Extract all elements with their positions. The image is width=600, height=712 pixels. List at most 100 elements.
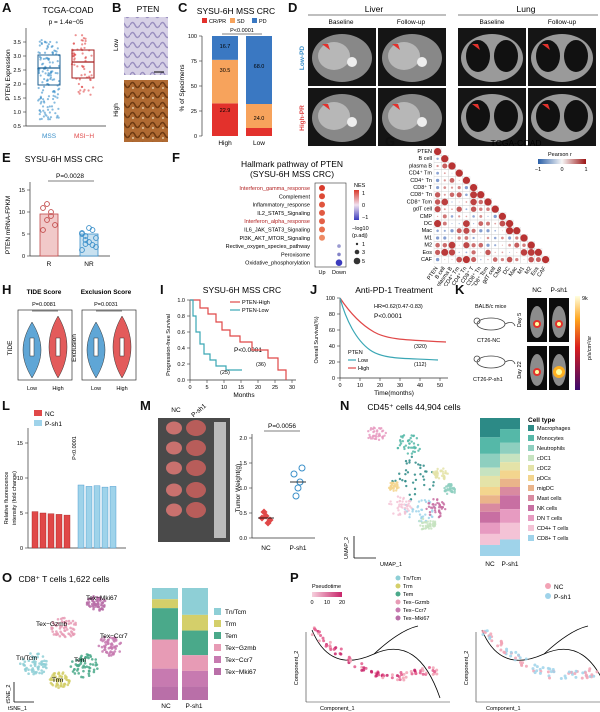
o-tsne-cell — [99, 603, 103, 607]
c-leg-sd: SD — [237, 19, 245, 25]
a-dot-mss — [42, 109, 45, 112]
c-leg-crpr: CR/PR — [209, 19, 226, 25]
n-umap-cell — [401, 500, 404, 503]
n-legend-label: CD8+ T cells — [537, 536, 569, 542]
g-row-label: CD4⁺ Tn — [410, 177, 432, 184]
g-corr-dot — [470, 206, 477, 212]
a-dot-mss — [41, 70, 44, 73]
n-umap-cell — [427, 516, 431, 520]
n-stack-segment — [480, 522, 500, 534]
p-trajectory-branch — [543, 625, 589, 655]
a-dot-msi — [92, 86, 95, 89]
g-corr-dot — [479, 214, 483, 218]
g-corr-dot — [472, 215, 475, 218]
p-cell — [581, 671, 585, 675]
panel-label-K: K — [455, 282, 465, 297]
g-corr-dot — [465, 251, 468, 254]
n-stack-segment — [500, 509, 520, 523]
n-umap-cell — [398, 444, 402, 447]
n-umap-cell — [424, 470, 427, 473]
o-tsne-cell — [69, 621, 73, 625]
o-tsne-cell — [100, 607, 104, 610]
a-dot-mss — [45, 47, 48, 50]
a-dot-mss — [39, 95, 43, 98]
a-dot-mss — [43, 111, 46, 114]
g-corr-dot — [442, 221, 447, 226]
p-cell — [552, 670, 556, 674]
n-umap-cell — [448, 486, 452, 489]
n-umap-cell — [406, 507, 409, 511]
p-cell — [409, 669, 413, 673]
g-corr-dot — [462, 176, 471, 185]
j-leg-title: PTEN — [348, 350, 363, 356]
g-corr-dot — [456, 206, 462, 212]
n-umap-cell — [419, 466, 422, 470]
l-ylabel1: Relative fluorescence — [4, 472, 10, 525]
g-corr-dot — [451, 208, 453, 211]
panel-f-dotplot: Hallmark pathway of PTEN (SYSU-6H MSS CR… — [226, 159, 369, 276]
n-umap-cell — [419, 464, 422, 467]
k-col-psh: P-sh1 — [551, 287, 568, 294]
n-umap-cell — [403, 447, 406, 451]
n-stack-segment — [480, 487, 500, 496]
a-dot-mss — [39, 74, 42, 77]
a-ylabel: PTEN Expression — [5, 49, 12, 101]
panel-label-M: M — [140, 398, 151, 413]
l-bar-nc — [47, 513, 55, 549]
g-corr-dot — [500, 257, 505, 262]
j-xtick: 30 — [397, 383, 403, 389]
g-corr-dot — [434, 249, 441, 256]
m-tumor-nc — [166, 421, 182, 435]
g-corr-dot — [443, 179, 446, 182]
o-tsne-cell — [82, 659, 86, 663]
h-p1: P=0.0081 — [32, 302, 56, 308]
g-corr-dot — [442, 242, 448, 248]
f-size-1: 1 — [362, 242, 365, 248]
o-tsne-cell — [19, 662, 22, 666]
panel-d-ct: Liver Lung Baseline Follow-up Baseline F… — [299, 4, 598, 146]
d-ct-spine — [417, 57, 427, 67]
a-dot-msi — [87, 89, 90, 92]
n-umap-cell — [432, 498, 435, 501]
a-dot-msi — [88, 75, 91, 78]
a-dot-msi — [83, 67, 86, 71]
f-nes-tick-3: −1 — [362, 215, 368, 221]
n-umap-cell — [424, 513, 427, 516]
g-row-label: plasma B — [409, 163, 432, 169]
e-ytick: 5 — [22, 232, 25, 238]
o-tsne-cell — [48, 678, 52, 681]
p-legend-label: Tex−Mki67 — [403, 616, 429, 622]
n-umap-cell — [443, 475, 446, 479]
o-tsne-cell — [38, 662, 41, 665]
n-umap-cell — [404, 472, 407, 476]
g-corr-dot — [443, 193, 446, 196]
a-dot-mss — [47, 118, 50, 121]
n-umap-cell — [435, 470, 439, 473]
o-legend-swatch — [214, 620, 221, 627]
o-tsne-cell — [77, 672, 80, 675]
g-corr-dot — [523, 259, 525, 261]
m-x-psh: P-sh1 — [290, 545, 307, 552]
h-p2: P=0.0031 — [94, 302, 118, 308]
p-cell — [481, 632, 485, 636]
h-y1: TIDE — [7, 340, 14, 355]
p-leg-nc: NC — [554, 584, 564, 591]
o-tsne-cell — [58, 627, 62, 630]
a-dot-mss — [46, 98, 50, 101]
n-umap-cell — [418, 447, 421, 451]
f-pathway-label: Complement — [279, 194, 311, 200]
p-cell — [427, 666, 431, 670]
panel-label-G: G — [385, 134, 396, 149]
n-umap-cell — [405, 462, 408, 465]
p-cell — [481, 630, 485, 634]
d-ct-lung-l — [536, 100, 560, 132]
g-corr-dot — [508, 236, 512, 240]
g-corr-dot — [479, 207, 483, 211]
o-cl-trm: Trm — [52, 677, 63, 684]
a-dot-mss — [38, 40, 41, 43]
n-umap-cell — [392, 512, 395, 515]
n-umap-cell — [419, 524, 422, 527]
g-corr-dot — [471, 243, 476, 248]
a-ytick: 2.0 — [13, 82, 21, 88]
p-cell — [489, 632, 493, 636]
